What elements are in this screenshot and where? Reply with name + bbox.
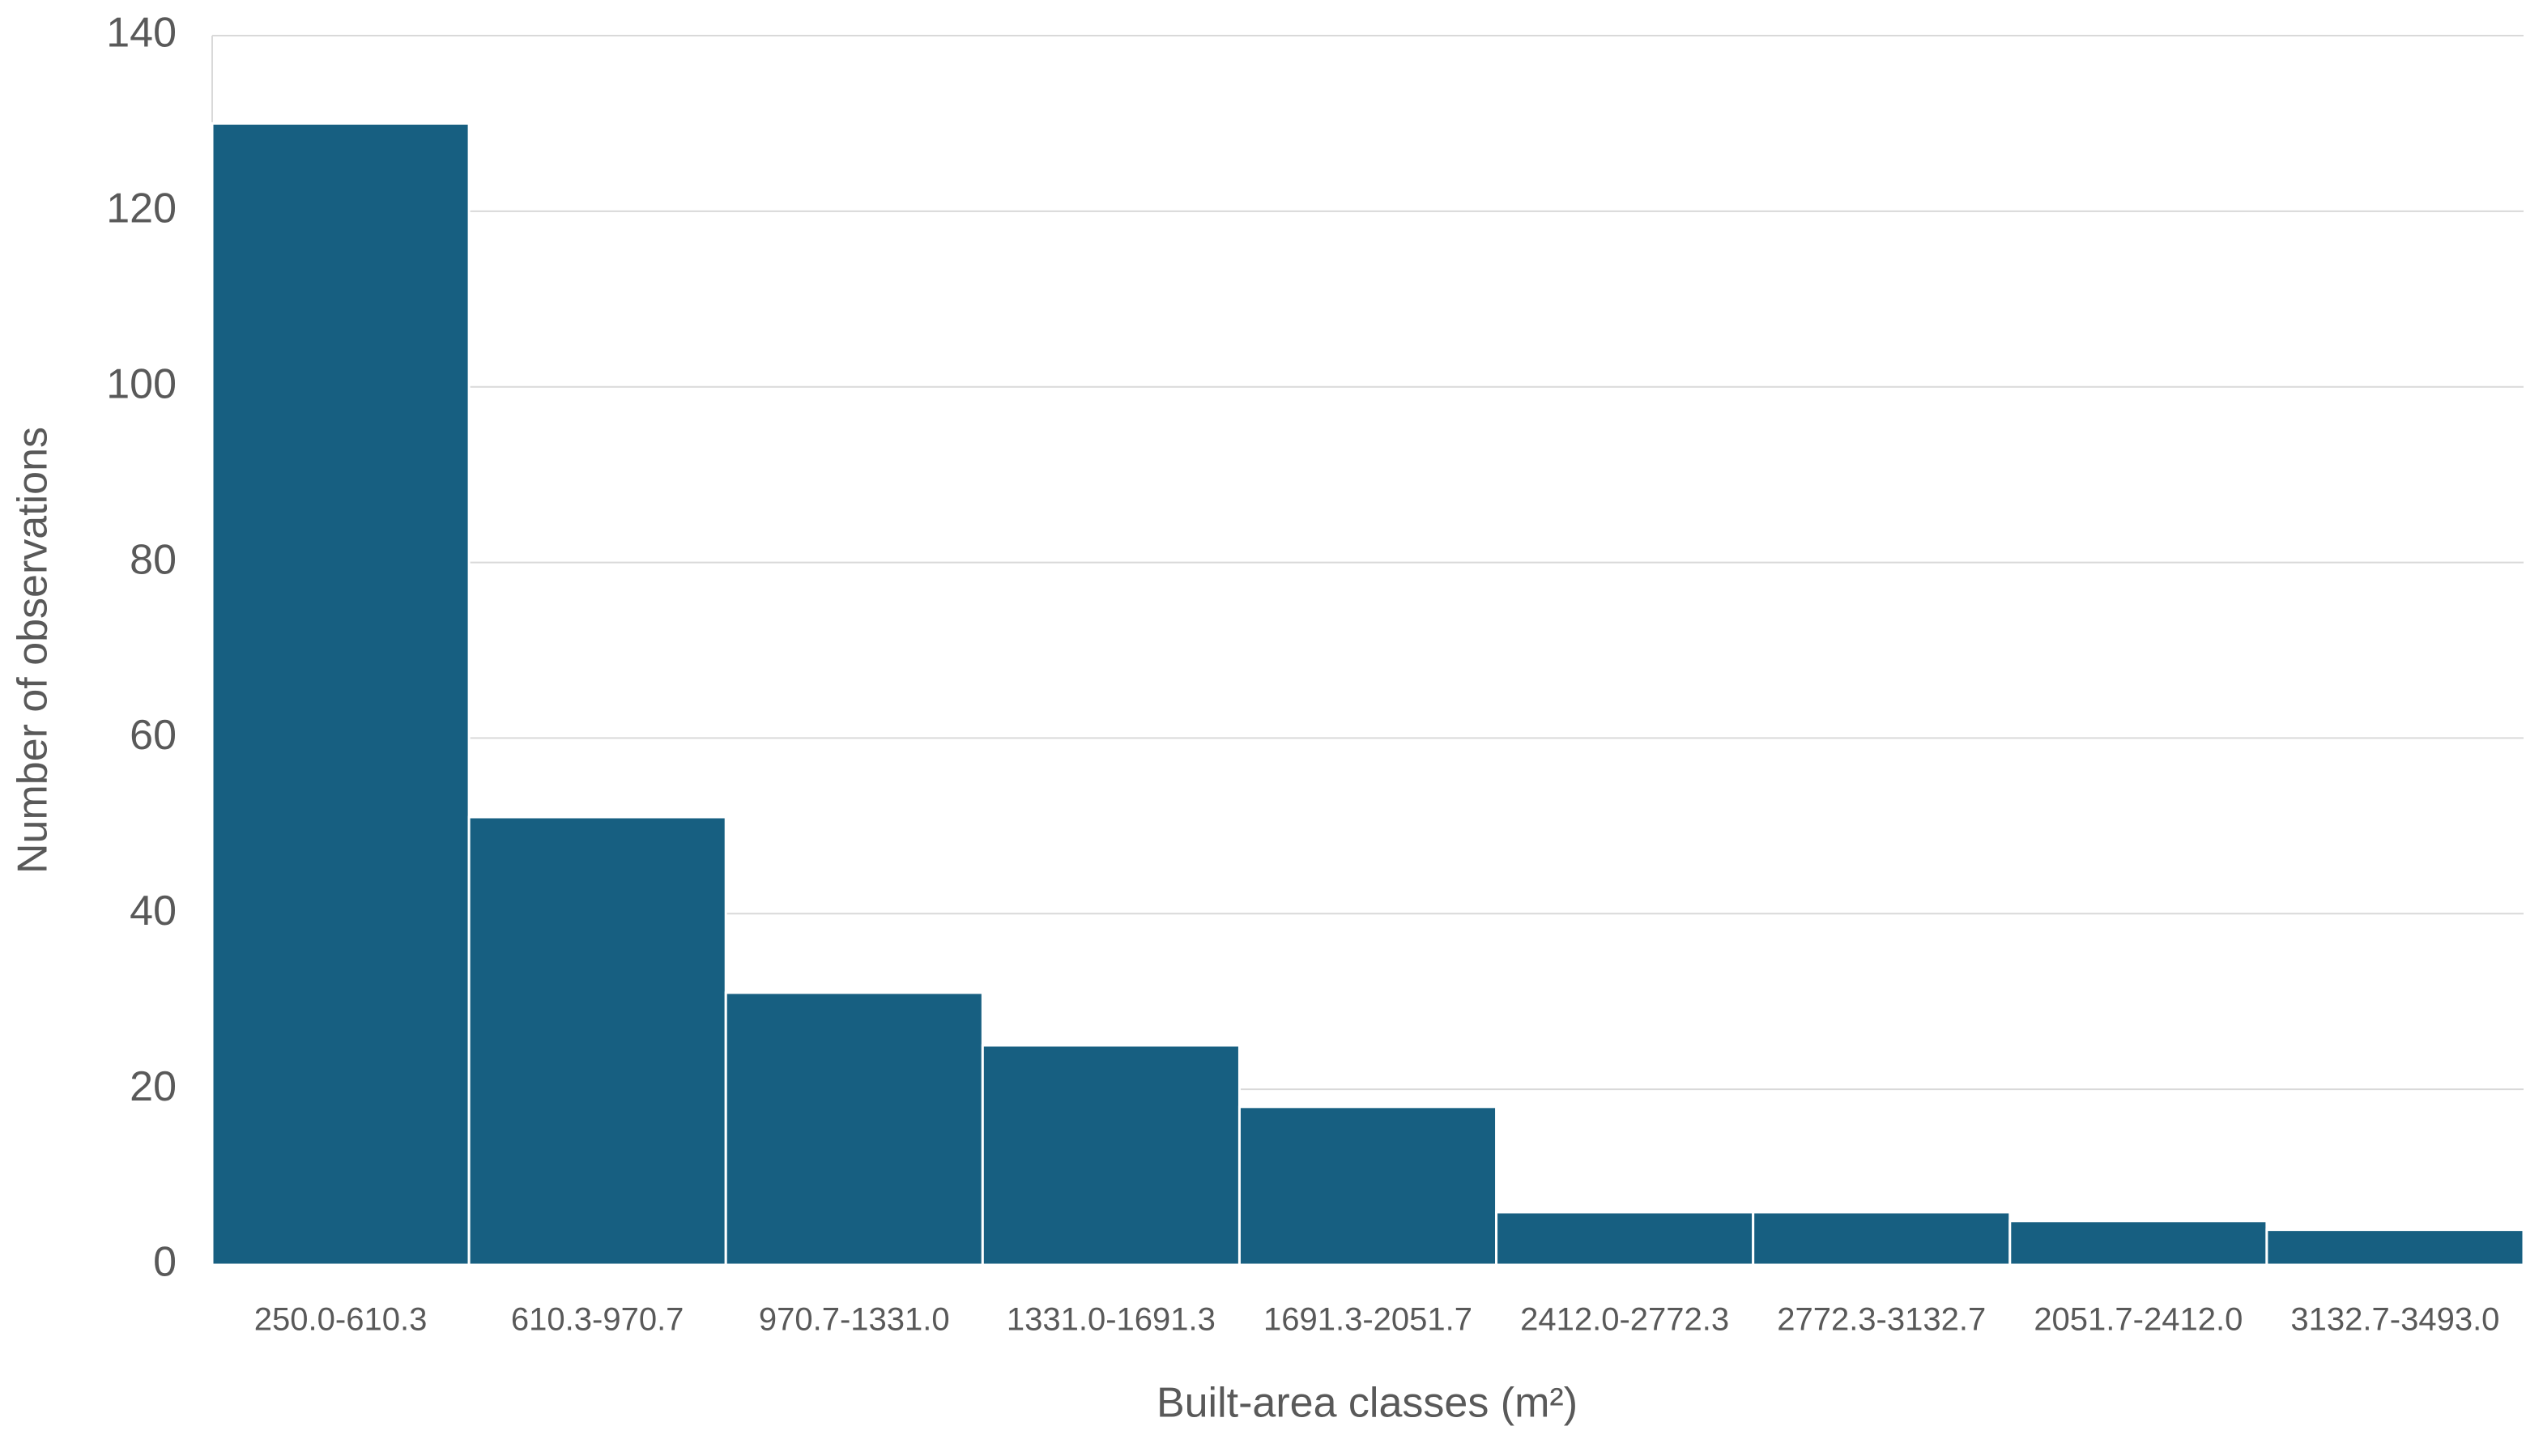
- x-tick-label: 3132.7-3493.0: [2290, 1302, 2499, 1338]
- x-tick-label: 2412.0-2772.3: [1520, 1302, 1729, 1338]
- bar: [981, 1044, 1241, 1267]
- bar: [2265, 1228, 2525, 1267]
- y-tick-label: 60: [130, 712, 177, 759]
- x-tick-label: 610.3-970.7: [511, 1302, 684, 1338]
- bar: [467, 815, 727, 1267]
- y-tick-label: 20: [130, 1063, 177, 1110]
- x-tick-label: 2051.7-2412.0: [2034, 1302, 2243, 1338]
- y-tick-label: 120: [106, 185, 177, 232]
- y-tick-label: 40: [130, 888, 177, 934]
- y-tick-label: 80: [130, 536, 177, 583]
- y-tick-label: 100: [106, 360, 177, 407]
- bar: [1495, 1211, 1755, 1267]
- x-tick-label: 970.7-1331.0: [759, 1302, 950, 1338]
- y-tick-label: 140: [106, 10, 177, 57]
- bar: [724, 991, 984, 1267]
- y-axis-title: Number of observations: [10, 427, 57, 874]
- y-tick-label: 0: [153, 1239, 177, 1286]
- x-tick-label: 1331.0-1691.3: [1007, 1302, 1216, 1338]
- x-tick-label: 1691.3-2051.7: [1263, 1302, 1472, 1338]
- bar: [1237, 1105, 1498, 1267]
- x-axis-title: Built-area classes (m²): [1156, 1380, 1578, 1427]
- x-tick-label: 2772.3-3132.7: [1777, 1302, 1986, 1338]
- bar: [2008, 1220, 2268, 1267]
- bar: [1752, 1211, 2012, 1267]
- bar: [211, 121, 471, 1267]
- x-tick-label: 250.0-610.3: [254, 1302, 428, 1338]
